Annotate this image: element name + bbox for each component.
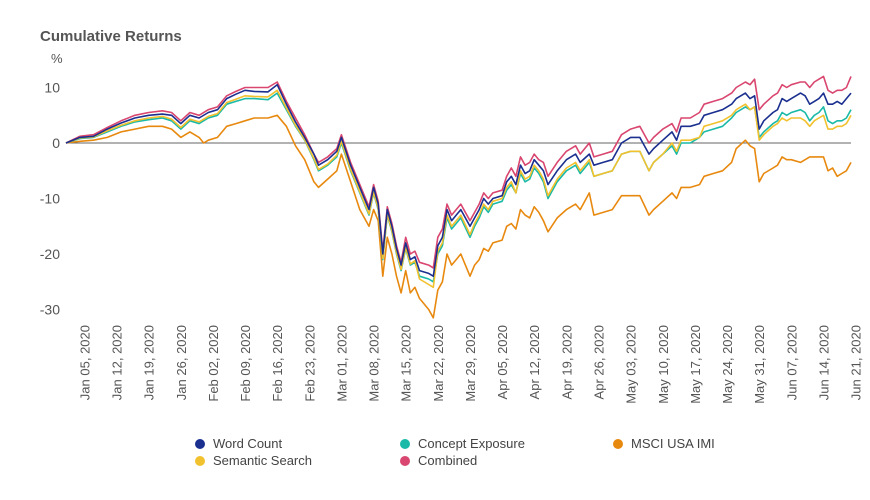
x-tick-label: Jan 12, 2020 [109,325,124,400]
x-tick-label: Jan 26, 2020 [174,325,189,400]
x-tick-label: Feb 23, 2020 [302,325,317,402]
series-line-semantic-search [65,89,852,289]
x-tick-label: Mar 22, 2020 [431,325,446,402]
legend-marker-icon [195,438,205,449]
x-tick-label: May 10, 2020 [656,325,671,404]
legend-marker-icon [400,438,410,449]
y-axis-unit-label: % [51,51,63,66]
x-tick-label: May 17, 2020 [688,325,703,404]
x-tick-label: Jan 05, 2020 [77,325,92,400]
x-tick-label: May 24, 2020 [720,325,735,404]
x-tick-label: Apr 26, 2020 [592,325,607,399]
y-tick-label: -10 [40,191,60,207]
legend-label: Combined [418,453,478,468]
series-line-msci-usa-imi [65,114,852,319]
chart-title: Cumulative Returns [40,28,182,45]
y-tick-label: 0 [52,135,60,151]
x-tick-label: Jun 21, 2020 [849,325,864,400]
legend-label: Semantic Search [213,453,312,468]
legend-marker-icon [195,455,205,466]
y-tick-label: -30 [40,302,60,318]
x-tick-label: Apr 19, 2020 [559,325,574,399]
legend-item-word-count[interactable]: Word Count [195,436,282,451]
x-tick-label: Feb 09, 2020 [238,325,253,402]
x-tick-label: Mar 01, 2020 [334,325,349,402]
x-tick-label: Jun 14, 2020 [816,325,831,400]
x-tick-label: May 03, 2020 [624,325,639,404]
series-line-word-count [65,83,852,277]
x-tick-label: May 31, 2020 [752,325,767,404]
legend-marker-icon [613,438,623,449]
x-tick-label: Mar 29, 2020 [463,325,478,402]
legend-item-msci-usa-imi[interactable]: MSCI USA IMI [613,436,715,451]
y-tick-label: -20 [40,246,60,262]
y-tick-label: 10 [44,80,60,96]
x-tick-label: Feb 16, 2020 [270,325,285,402]
series-line-combined [65,75,852,269]
x-tick-label: Jun 07, 2020 [784,325,799,400]
x-tick-label: Apr 12, 2020 [527,325,542,399]
x-tick-label: Jan 19, 2020 [142,325,157,400]
legend-item-combined[interactable]: Combined [400,453,477,468]
legend-label: Concept Exposure [418,436,525,451]
legend-label: MSCI USA IMI [631,436,715,451]
x-tick-label: Mar 08, 2020 [367,325,382,402]
x-tick-label: Mar 15, 2020 [399,325,414,402]
legend-marker-icon [400,455,410,466]
legend-item-semantic-search[interactable]: Semantic Search [195,453,312,468]
legend-label: Word Count [213,436,283,451]
x-tick-label: Apr 05, 2020 [495,325,510,399]
legend-item-concept-exposure[interactable]: Concept Exposure [400,436,525,451]
x-tick-label: Feb 02, 2020 [206,325,221,402]
